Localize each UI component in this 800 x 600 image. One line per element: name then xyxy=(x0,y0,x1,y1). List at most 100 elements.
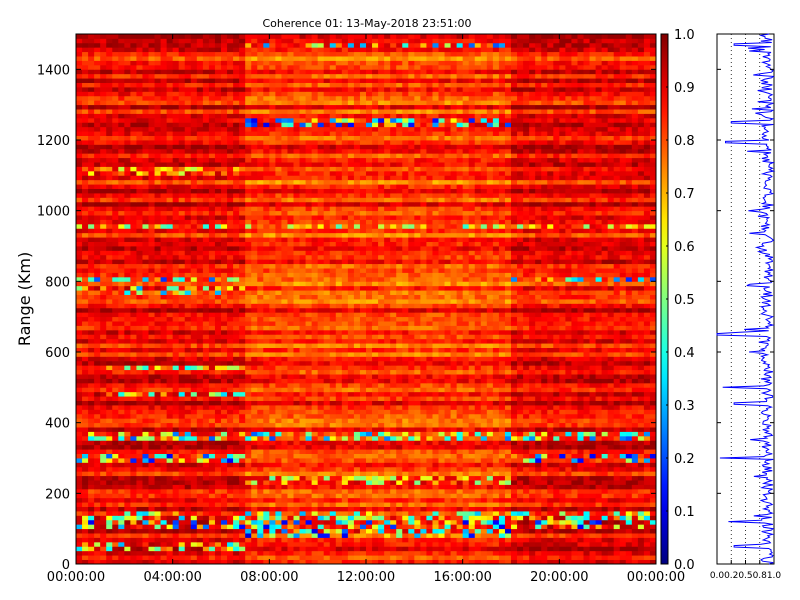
heatmap-cell xyxy=(82,444,89,450)
heatmap-cell xyxy=(287,418,294,424)
heatmap-cell xyxy=(517,471,524,477)
heatmap-cell xyxy=(559,458,566,463)
heatmap-cell xyxy=(523,493,530,499)
heatmap-cell xyxy=(414,559,421,565)
heatmap-cell xyxy=(553,533,560,538)
heatmap-cell xyxy=(426,400,433,406)
heatmap-cell xyxy=(221,422,228,428)
heatmap-cell xyxy=(148,480,155,485)
heatmap-cell xyxy=(583,422,590,428)
heatmap-cell xyxy=(408,471,415,477)
heatmap-cell xyxy=(589,458,596,463)
heatmap-cell xyxy=(112,409,119,415)
heatmap-cell xyxy=(190,356,198,362)
heatmap-cell xyxy=(148,338,155,344)
heatmap-cell xyxy=(601,347,609,353)
heatmap-cell xyxy=(402,533,409,538)
heatmap-cell xyxy=(281,413,288,419)
heatmap-cell xyxy=(601,475,609,481)
heatmap-cell xyxy=(390,440,397,446)
heatmap-cell xyxy=(172,524,180,530)
heatmap-cell xyxy=(287,338,294,344)
heatmap-cell xyxy=(118,387,125,393)
heatmap-cell xyxy=(607,537,615,543)
heatmap-cell xyxy=(178,519,186,525)
heatmap-cell xyxy=(378,453,385,459)
heatmap-cell xyxy=(468,462,476,468)
heatmap-cell xyxy=(595,444,603,450)
heatmap-cell xyxy=(172,343,180,348)
heatmap-cell xyxy=(504,391,512,397)
heatmap-cell xyxy=(305,338,313,344)
heatmap-cell xyxy=(178,343,186,348)
heatmap-cell xyxy=(529,488,536,494)
heatmap-cell xyxy=(565,453,572,459)
heatmap-cell xyxy=(619,471,627,477)
heatmap-cell xyxy=(293,444,300,450)
heatmap-cell xyxy=(214,391,222,397)
heatmap-cell xyxy=(565,382,572,388)
heatmap-cell xyxy=(118,334,125,340)
heatmap-cell xyxy=(100,497,107,503)
heatmap-cell xyxy=(577,480,584,485)
heatmap-cell xyxy=(166,382,174,388)
heatmap-cell xyxy=(142,480,149,485)
heatmap-cell xyxy=(148,537,155,543)
heatmap-cell xyxy=(208,347,216,353)
heatmap-cell xyxy=(529,347,536,353)
heatmap-cell xyxy=(269,528,276,534)
heatmap-cell xyxy=(317,400,325,406)
heatmap-cell xyxy=(535,409,542,415)
heatmap-cell xyxy=(359,462,367,468)
heatmap-cell xyxy=(88,440,95,446)
heatmap-cell xyxy=(384,484,391,490)
heatmap-cell xyxy=(287,334,294,340)
heatmap-cell xyxy=(142,528,149,534)
heatmap-cell xyxy=(607,356,615,362)
heatmap-cell xyxy=(341,497,349,503)
heatmap-cell xyxy=(347,502,355,507)
heatmap-cell xyxy=(233,528,240,534)
heatmap-cell xyxy=(154,444,161,450)
heatmap-cell xyxy=(305,413,313,419)
heatmap-cell xyxy=(474,444,482,450)
heatmap-cell xyxy=(359,334,367,340)
heatmap-cell xyxy=(426,453,433,459)
heatmap-cell xyxy=(82,391,89,397)
heatmap-cell xyxy=(643,391,651,397)
heatmap-cell xyxy=(378,458,385,463)
heatmap-cell xyxy=(637,449,645,454)
heatmap-cell xyxy=(366,435,373,441)
heatmap-cell xyxy=(571,497,578,503)
heatmap-cell xyxy=(571,413,578,419)
heatmap-cell xyxy=(172,550,180,556)
heatmap-cell xyxy=(559,480,566,485)
heatmap-cell xyxy=(396,550,403,556)
heatmap-cell xyxy=(202,422,210,428)
heatmap-cell xyxy=(251,356,258,362)
heatmap-cell xyxy=(462,391,470,397)
heatmap-cell xyxy=(233,338,240,344)
heatmap-cell xyxy=(233,493,240,499)
heatmap-cell xyxy=(426,528,433,534)
heatmap-cell xyxy=(444,488,451,494)
heatmap-cell xyxy=(541,453,548,459)
heatmap-cell xyxy=(82,506,89,512)
heatmap-cell xyxy=(372,369,379,375)
heatmap-cell xyxy=(341,409,349,415)
heatmap-cell xyxy=(565,360,572,366)
heatmap-cell xyxy=(353,382,361,388)
heatmap-cell xyxy=(359,418,367,424)
heatmap-cell xyxy=(281,533,288,538)
heatmap-cell xyxy=(353,409,361,415)
heatmap-cell xyxy=(281,471,288,477)
heatmap-cell xyxy=(245,546,252,552)
heatmap-cell xyxy=(450,369,458,375)
heatmap-cell xyxy=(148,413,155,419)
heatmap-cell xyxy=(299,462,306,468)
heatmap-cell xyxy=(88,537,95,543)
heatmap-cell xyxy=(305,462,313,468)
heatmap-cell xyxy=(565,533,572,538)
heatmap-cell xyxy=(275,413,282,419)
heatmap-cell xyxy=(263,422,270,428)
